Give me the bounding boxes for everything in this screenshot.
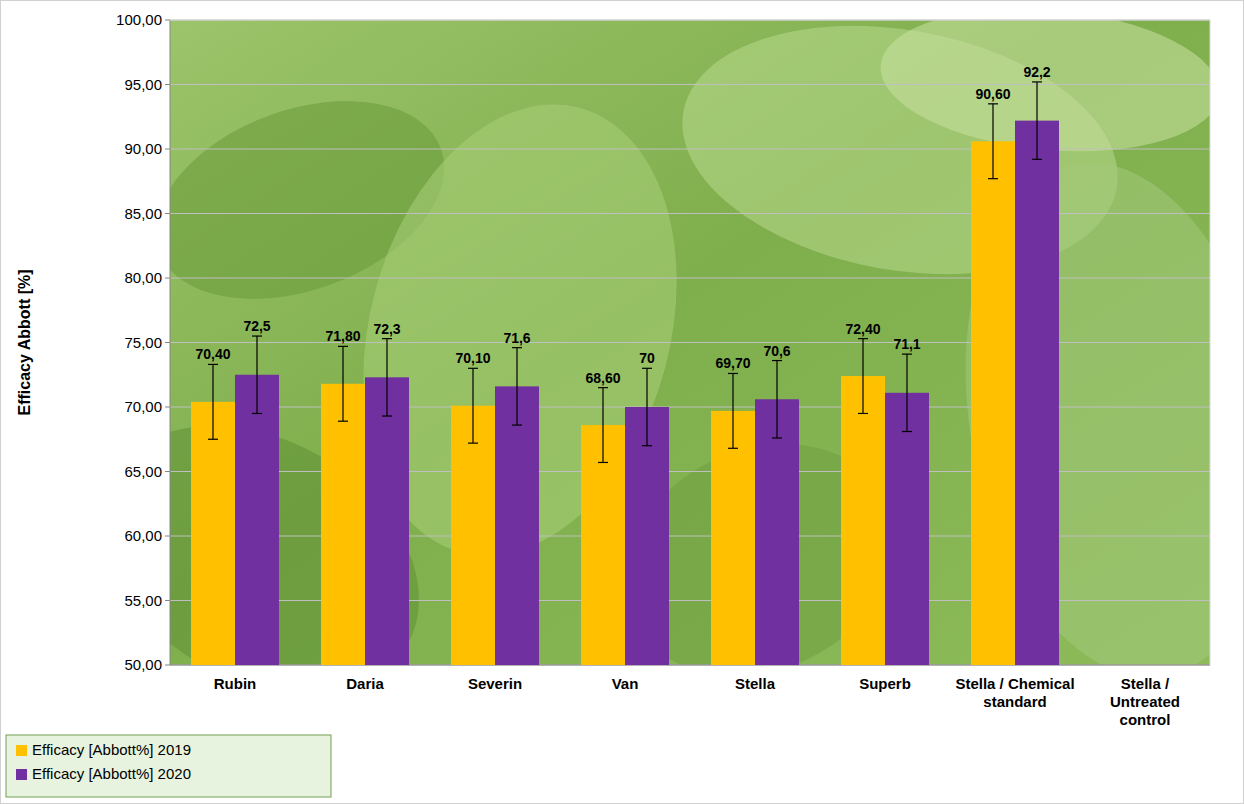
legend-swatch	[16, 745, 27, 756]
grid-line	[170, 20, 1210, 21]
y-tick	[165, 278, 170, 279]
bar	[625, 407, 669, 665]
y-tick	[165, 600, 170, 601]
x-tick-label: Stella /Untreatedcontrol	[1110, 675, 1180, 728]
y-tick-label: 85,00	[124, 205, 162, 222]
error-bar	[598, 388, 608, 463]
bar	[885, 393, 929, 665]
y-tick	[165, 665, 170, 666]
y-tick-label: 50,00	[124, 656, 162, 673]
data-label: 70,6	[763, 343, 790, 359]
error-bar	[728, 373, 738, 448]
error-bar	[902, 354, 912, 431]
plot-background	[170, 20, 1210, 665]
bar	[971, 141, 1015, 665]
error-bar	[858, 339, 868, 414]
legend-label: Efficacy [Abbott%] 2020	[32, 765, 191, 782]
error-bar	[642, 368, 652, 445]
x-tick-label: Daria	[346, 675, 384, 692]
x-tick-label: Stella / Chemicalstandard	[955, 675, 1074, 710]
y-tick	[165, 536, 170, 537]
grid-line	[170, 84, 1210, 85]
error-bar	[468, 368, 478, 443]
bar	[321, 384, 365, 665]
x-tick-label: Severin	[468, 675, 522, 692]
y-axis	[170, 20, 171, 665]
bars	[191, 82, 1059, 665]
data-label: 92,2	[1023, 64, 1050, 80]
legend-swatch	[16, 769, 27, 780]
y-tick-label: 65,00	[124, 463, 162, 480]
background-leaf	[170, 371, 467, 665]
y-tick	[165, 149, 170, 150]
data-label: 70	[639, 350, 655, 366]
error-bar	[988, 104, 998, 179]
bar	[711, 411, 755, 665]
y-tick-label: 80,00	[124, 269, 162, 286]
background-leaf	[927, 138, 1210, 665]
y-tick	[165, 213, 170, 214]
y-tick	[165, 84, 170, 85]
legend-label: Efficacy [Abbott%] 2019	[32, 741, 191, 758]
plot-frame	[1210, 20, 1211, 665]
error-bar	[252, 336, 262, 413]
y-tick	[165, 407, 170, 408]
x-tick-label: Stella	[735, 675, 776, 692]
data-label: 71,80	[325, 328, 360, 344]
y-tick-label: 100,00	[116, 11, 162, 28]
x-tick-label: Rubin	[214, 675, 257, 692]
x-tick-label: Superb	[859, 675, 911, 692]
bar	[1015, 121, 1059, 665]
y-tick-label: 95,00	[124, 76, 162, 93]
error-bar	[208, 364, 218, 439]
data-label: 72,5	[243, 318, 270, 334]
y-tick-label: 55,00	[124, 592, 162, 609]
y-axis-title: Efficacy Abbott [%]	[16, 269, 33, 415]
bar	[495, 386, 539, 665]
data-label: 71,1	[893, 336, 920, 352]
data-label: 69,70	[715, 355, 750, 371]
error-bar	[1032, 82, 1042, 159]
y-tick	[165, 342, 170, 343]
y-tick-label: 70,00	[124, 398, 162, 415]
bar	[235, 375, 279, 665]
legend-box	[6, 735, 331, 797]
bar	[841, 376, 885, 665]
error-bar	[772, 361, 782, 438]
data-label: 72,40	[845, 321, 880, 337]
error-bar	[382, 339, 392, 416]
data-label: 70,10	[455, 350, 490, 366]
data-label: 68,60	[585, 370, 620, 386]
data-label: 70,40	[195, 346, 230, 362]
data-labels: 70,40 71,80 70,10 68,60 69,70 72,40 90,60 72,5 7…	[195, 64, 1050, 386]
y-tick	[165, 20, 170, 21]
data-label: 72,3	[373, 321, 400, 337]
y-tick	[165, 471, 170, 472]
data-label: 90,60	[975, 86, 1010, 102]
bar	[755, 399, 799, 665]
chart-frame	[1, 1, 1244, 804]
error-bar	[338, 346, 348, 421]
x-tick-label: Van	[612, 675, 639, 692]
y-tick-label: 90,00	[124, 140, 162, 157]
bar	[451, 406, 495, 665]
bar	[365, 377, 409, 665]
data-label: 71,6	[503, 330, 530, 346]
y-tick-label: 75,00	[124, 334, 162, 351]
error-bar	[512, 348, 522, 425]
chart: 50,00 55,00 60,00 65,00 70,00 75,00 80,00 85,00…	[0, 0, 1244, 804]
y-tick-label: 60,00	[124, 527, 162, 544]
bar	[191, 402, 235, 665]
legend: Efficacy [Abbott%] 2019 Efficacy [Abbott%…	[6, 735, 331, 797]
plot-frame	[170, 20, 1210, 21]
